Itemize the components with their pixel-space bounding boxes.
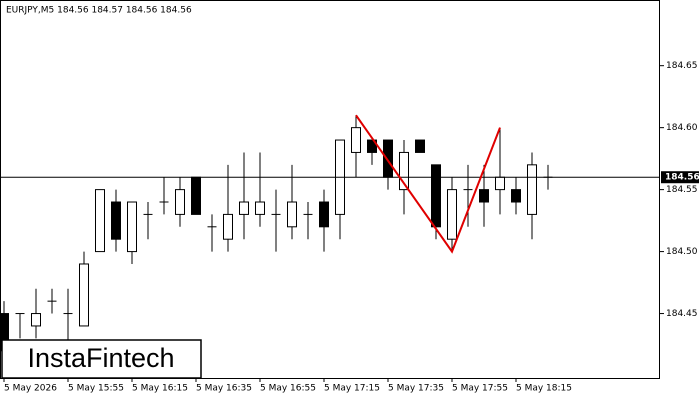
x-tick-label: 5 May 15:55 <box>68 384 124 394</box>
chart-title: EURJPY,M5 184.56 184.57 184.56 184.56 <box>6 6 192 16</box>
logo-box <box>1 339 202 379</box>
candle-body <box>415 139 425 153</box>
candle-body <box>223 213 233 240</box>
candle-body <box>495 176 505 191</box>
candle-body <box>255 201 265 215</box>
candle-body <box>79 263 89 327</box>
candle-body <box>447 189 457 240</box>
candle-body <box>399 151 409 191</box>
candle-body <box>367 139 377 153</box>
candle-body <box>511 189 521 203</box>
y-tick-label: 184.65 <box>666 61 698 71</box>
x-tick-label: 5 May 17:15 <box>324 384 380 394</box>
candle-body <box>479 189 489 203</box>
candle-body <box>287 201 297 228</box>
y-tick-label: 184.60 <box>666 123 698 133</box>
candle-body <box>191 176 201 215</box>
y-tick-label: 184.50 <box>666 247 698 257</box>
candle-body <box>431 164 441 228</box>
x-tick-label: 5 May 16:15 <box>132 384 188 394</box>
candle-body <box>239 201 249 215</box>
x-tick-label: 5 May 16:55 <box>260 384 316 394</box>
candle-body <box>319 201 329 228</box>
candle-body <box>31 313 41 327</box>
candle-body <box>527 164 537 215</box>
x-tick-label: 5 May 17:35 <box>388 384 444 394</box>
candle-body <box>175 189 185 215</box>
pattern-line <box>355 114 501 254</box>
candle-body <box>351 127 361 153</box>
candle-body <box>383 139 393 178</box>
x-tick-label: 5 May 16:35 <box>196 384 252 394</box>
y-tick-label: 184.45 <box>666 309 698 319</box>
plot-frame <box>0 0 660 379</box>
logo: InstaFintech <box>27 343 174 373</box>
candle-body <box>111 201 121 240</box>
y-tick-label: 184.55 <box>666 185 698 195</box>
x-tick-label: 5 May 2026 <box>4 384 57 394</box>
candle-body <box>127 201 137 253</box>
x-tick-label: 5 May 18:15 <box>516 384 572 394</box>
current-price-label: 184.56 <box>665 173 700 183</box>
current-price-box <box>661 171 699 184</box>
x-tick-label: 5 May 17:55 <box>452 384 508 394</box>
candle-body <box>95 189 105 253</box>
